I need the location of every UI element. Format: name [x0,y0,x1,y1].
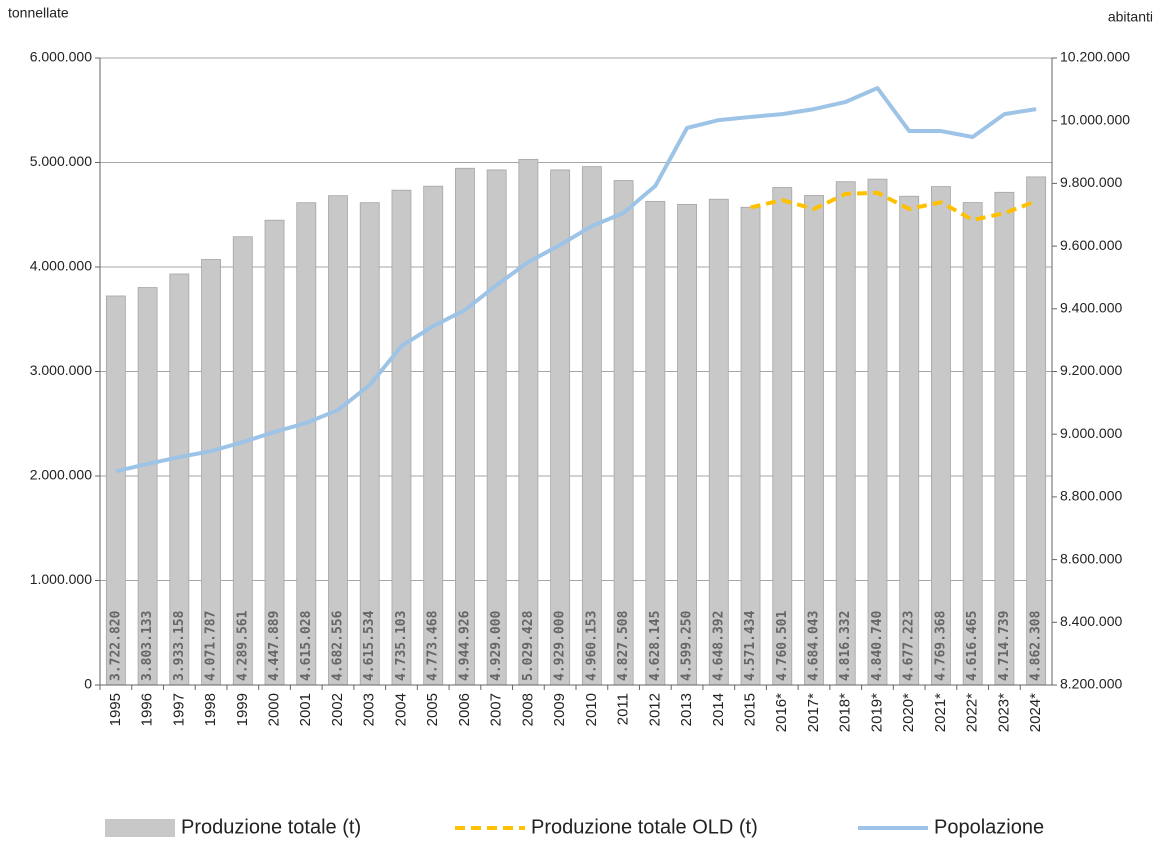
x-tick-label: 1999 [234,693,251,726]
value-label: 5.029.428 [521,610,536,681]
legend-label: Produzione totale OLD (t) [531,816,758,838]
y-tick-label: 0 [84,676,92,692]
legend-swatch [105,819,175,837]
x-tick-label: 2005 [424,693,441,726]
value-label: 3.803.133 [140,611,155,681]
y-tick-label: 1.000.000 [30,571,92,587]
x-tick-label: 2023* [995,693,1012,732]
value-label: 4.960.153 [584,611,599,681]
value-label: 4.571.434 [743,610,758,681]
value-label: 4.447.889 [267,611,282,681]
x-tick-label: 2021* [932,693,949,732]
value-label: 4.827.508 [616,610,631,681]
value-label: 4.615.534 [362,610,377,681]
bar [835,181,856,686]
value-label: 4.684.043 [807,611,822,681]
value-label: 3.722.820 [108,610,123,681]
x-tick-label: 2013 [678,693,695,726]
x-tick-label: 2012 [646,693,663,726]
y2-tick-label: 9.400.000 [1060,300,1122,316]
x-tick-label: 2011 [615,693,632,725]
x-tick-label: 2007 [488,693,505,726]
x-tick-label: 2018* [837,693,854,732]
value-label: 4.714.739 [997,611,1012,681]
y-tick-label: 6.000.000 [30,49,92,65]
bar [867,178,888,686]
value-label: 4.816.332 [838,611,853,681]
y2-tick-label: 8.800.000 [1060,488,1122,504]
x-tick-label: 2015 [742,693,759,726]
y2-tick-label: 10.200.000 [1060,49,1130,65]
bar [581,166,602,686]
x-tick-label: 2009 [551,693,568,726]
x-tick-label: 2016* [773,693,790,732]
legend-label: Produzione totale (t) [181,816,361,838]
bar [613,180,634,686]
x-tick-label: 1997 [170,693,187,726]
x-tick-label: 2010 [583,693,600,726]
x-tick-label: 2022* [964,693,981,732]
x-tick-label: 1995 [107,693,124,726]
legend-label: Popolazione [934,816,1044,838]
value-label: 4.862.308 [1029,610,1044,681]
value-label: 4.677.223 [902,611,917,681]
value-label: 4.615.028 [299,610,314,681]
x-tick-label: 1996 [139,693,156,726]
value-label: 4.840.740 [870,610,885,681]
y2-tick-label: 8.600.000 [1060,550,1122,566]
bar [486,169,507,686]
x-tick-label: 2024* [1027,693,1044,732]
x-tick-label: 2004 [392,693,409,726]
y2-tick-label: 9.800.000 [1060,174,1122,190]
y-axis-label: tonnellate [8,5,69,21]
x-tick-label: 2006 [456,693,473,726]
bar [1026,176,1047,686]
x-tick-label: 2019* [868,693,885,732]
value-label: 4.616.465 [965,611,980,681]
bar [455,167,475,686]
value-label: 3.933.158 [172,610,187,681]
x-tick-label: 2003 [361,693,378,726]
bar [772,187,793,686]
x-tick-label: 1998 [202,693,219,726]
value-label: 4.944.926 [457,610,472,681]
line [115,86,1037,474]
x-tick-label: 2000 [266,693,283,726]
value-label: 4.682.556 [331,610,346,681]
y-tick-label: 3.000.000 [30,362,92,378]
value-label: 4.769.368 [933,610,948,681]
y2-tick-label: 9.600.000 [1060,237,1122,253]
x-tick-label: 2020* [900,693,917,732]
value-label: 4.929.000 [489,610,504,681]
y2-tick-label: 8.200.000 [1060,676,1122,692]
value-label: 4.071.787 [204,611,219,681]
y2-tick-label: 10.000.000 [1060,111,1130,127]
y-tick-label: 5.000.000 [30,153,92,169]
bar [423,185,444,686]
y2-tick-label: 9.200.000 [1060,362,1122,378]
value-label: 4.648.392 [711,611,726,681]
y2-tick-label: 9.000.000 [1060,425,1122,441]
y-tick-label: 2.000.000 [30,467,92,483]
y2-tick-label: 8.400.000 [1060,613,1122,629]
value-label: 4.735.103 [394,611,409,681]
x-tick-label: 2017* [805,693,822,732]
value-label: 4.760.501 [775,610,790,681]
value-label: 4.289.561 [235,610,250,681]
y-tick-label: 4.000.000 [30,258,92,274]
value-label: 4.929.000 [553,610,568,681]
value-label: 4.773.468 [426,610,441,681]
bar [931,186,951,686]
bar [518,159,539,686]
value-label: 4.599.250 [680,610,695,681]
x-tick-label: 2014 [710,693,727,726]
x-tick-label: 2001 [297,693,314,726]
x-tick-label: 2002 [329,693,346,726]
line [750,190,1037,222]
value-label: 4.628.145 [648,611,663,681]
y2-axis-label: abitanti [1108,9,1153,25]
x-tick-label: 2008 [519,693,536,726]
